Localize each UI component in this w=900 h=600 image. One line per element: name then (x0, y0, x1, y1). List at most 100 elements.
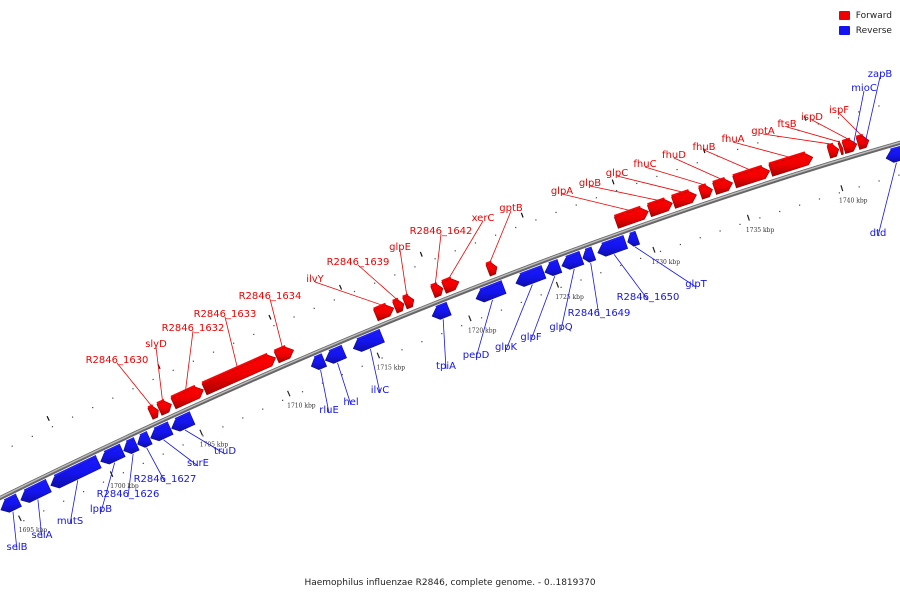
reverse-gene-label[interactable]: R2846_1649 (568, 308, 631, 319)
forward-gene-label[interactable]: R2846_1630 (86, 355, 149, 366)
reverse-gene[interactable] (475, 281, 507, 303)
forward-gene[interactable] (826, 144, 840, 159)
reverse-gene[interactable] (150, 423, 174, 442)
forward-gene[interactable] (373, 304, 395, 322)
leader-line (224, 316, 238, 368)
forward-gene[interactable] (841, 139, 858, 154)
forward-gene-label[interactable]: fhuC (633, 159, 656, 170)
forward-gene-label[interactable]: R2846_1633 (194, 309, 257, 320)
reverse-gene-label[interactable]: glpT (685, 279, 707, 290)
forward-gene-label[interactable]: ilvY (306, 274, 324, 285)
reverse-gene[interactable] (431, 303, 452, 320)
reverse-gene-label[interactable]: R2846_1650 (617, 292, 680, 303)
reverse-gene-label[interactable]: pepD (463, 350, 490, 361)
forward-gene-label[interactable]: R2846_1639 (327, 257, 390, 268)
forward-gene[interactable] (147, 405, 159, 420)
reverse-gene-label[interactable]: mioC (851, 83, 877, 94)
gene-highlight (435, 301, 448, 308)
forward-gene[interactable] (392, 299, 405, 314)
forward-gene[interactable] (671, 190, 697, 209)
reverse-gene-label[interactable]: zapB (868, 69, 893, 80)
reverse-gene-label[interactable]: glpK (495, 342, 517, 353)
reverse-gene[interactable] (123, 438, 140, 455)
forward-gene[interactable] (156, 400, 172, 416)
reverse-gene-label[interactable]: rluE (319, 405, 339, 416)
reverse-gene[interactable] (324, 346, 347, 364)
reverse-gene[interactable] (100, 445, 126, 465)
forward-gene-label[interactable]: slyD (145, 339, 167, 350)
forward-gene-label[interactable]: gptA (751, 126, 775, 137)
forward-gene[interactable] (732, 166, 771, 189)
forward-gene[interactable] (402, 295, 415, 310)
forward-gene-label[interactable]: fhuA (721, 134, 744, 145)
minor-tick (757, 142, 759, 144)
reverse-gene[interactable] (597, 236, 629, 257)
reverse-gene-label[interactable]: R2846_1626 (97, 489, 160, 500)
reverse-gene-label[interactable]: hel (343, 397, 358, 408)
reverse-gene-label[interactable]: mutS (57, 516, 83, 527)
reverse-gene-label[interactable]: glpF (520, 332, 541, 343)
gene-highlight (3, 493, 17, 502)
gene-highlight (402, 293, 409, 298)
gene-highlight (712, 177, 725, 183)
forward-gene[interactable] (430, 283, 444, 299)
forward-gene-label[interactable]: ispF (829, 105, 849, 116)
minor-tick (575, 204, 577, 206)
forward-gene[interactable] (837, 142, 844, 156)
reverse-gene[interactable] (515, 266, 547, 287)
reverse-gene[interactable] (0, 495, 22, 513)
reverse-gene-label[interactable]: tpiA (436, 361, 456, 372)
reverse-gene-label[interactable]: R2846_1627 (134, 474, 197, 485)
reverse-gene[interactable] (50, 456, 102, 489)
forward-gene[interactable] (170, 386, 204, 410)
forward-gene-label[interactable]: gptB (499, 203, 523, 214)
forward-gene[interactable] (647, 199, 673, 218)
forward-gene-label[interactable]: glpB (579, 178, 601, 189)
reverse-gene-label[interactable]: dtd (870, 228, 887, 239)
forward-gene-label[interactable]: glpA (551, 186, 573, 197)
reverse-gene[interactable] (310, 354, 328, 371)
forward-gene[interactable] (485, 262, 498, 277)
forward-gene-label[interactable]: ispD (801, 112, 823, 123)
reverse-gene-label[interactable]: truD (214, 446, 236, 457)
forward-gene-label[interactable]: fhuB (692, 142, 715, 153)
leader-line (864, 76, 881, 143)
reverse-gene[interactable] (352, 330, 385, 352)
reverse-gene-label[interactable]: selB (6, 542, 27, 553)
reverse-gene[interactable] (582, 248, 597, 263)
forward-gene-label[interactable]: glpC (606, 168, 628, 179)
reverse-gene-label[interactable]: surE (187, 458, 209, 469)
reverse-gene[interactable] (137, 432, 153, 448)
forward-gene-label[interactable]: xerC (472, 213, 495, 224)
forward-gene[interactable] (441, 278, 460, 294)
forward-gene-label[interactable]: R2846_1642 (410, 226, 473, 237)
reverse-gene[interactable] (627, 232, 641, 247)
reverse-gene-label[interactable]: ilvC (371, 385, 389, 396)
forward-gene[interactable] (712, 178, 734, 195)
forward-gene[interactable] (698, 185, 713, 200)
gene-highlight (23, 478, 47, 492)
minor-tick (620, 264, 622, 267)
forward-gene-label[interactable]: R2846_1634 (239, 291, 302, 302)
reverse-gene-label[interactable]: selA (32, 530, 53, 541)
forward-gene[interactable] (613, 207, 649, 229)
reverse-gene[interactable] (561, 252, 585, 270)
reverse-gene[interactable] (20, 480, 52, 503)
forward-gene[interactable] (768, 153, 814, 177)
reverse-gene[interactable] (544, 260, 563, 277)
minor-tick (122, 472, 124, 474)
forward-gene[interactable] (201, 354, 277, 396)
forward-gene-label[interactable]: glpE (389, 242, 411, 253)
forward-gene-label[interactable]: fhuD (662, 150, 686, 161)
minor-tick (142, 462, 144, 464)
gene-highlight (768, 151, 806, 165)
forward-gene[interactable] (855, 135, 870, 150)
forward-gene-label[interactable]: ftsB (777, 119, 796, 130)
forward-gene[interactable] (273, 346, 295, 364)
forward-gene-label[interactable]: R2846_1632 (162, 323, 225, 334)
reverse-gene[interactable] (885, 147, 900, 163)
reverse-gene[interactable] (171, 413, 196, 432)
reverse-gene-label[interactable]: glpQ (549, 322, 572, 333)
reverse-gene-label[interactable]: lppB (90, 504, 112, 515)
minor-tick (233, 342, 235, 344)
